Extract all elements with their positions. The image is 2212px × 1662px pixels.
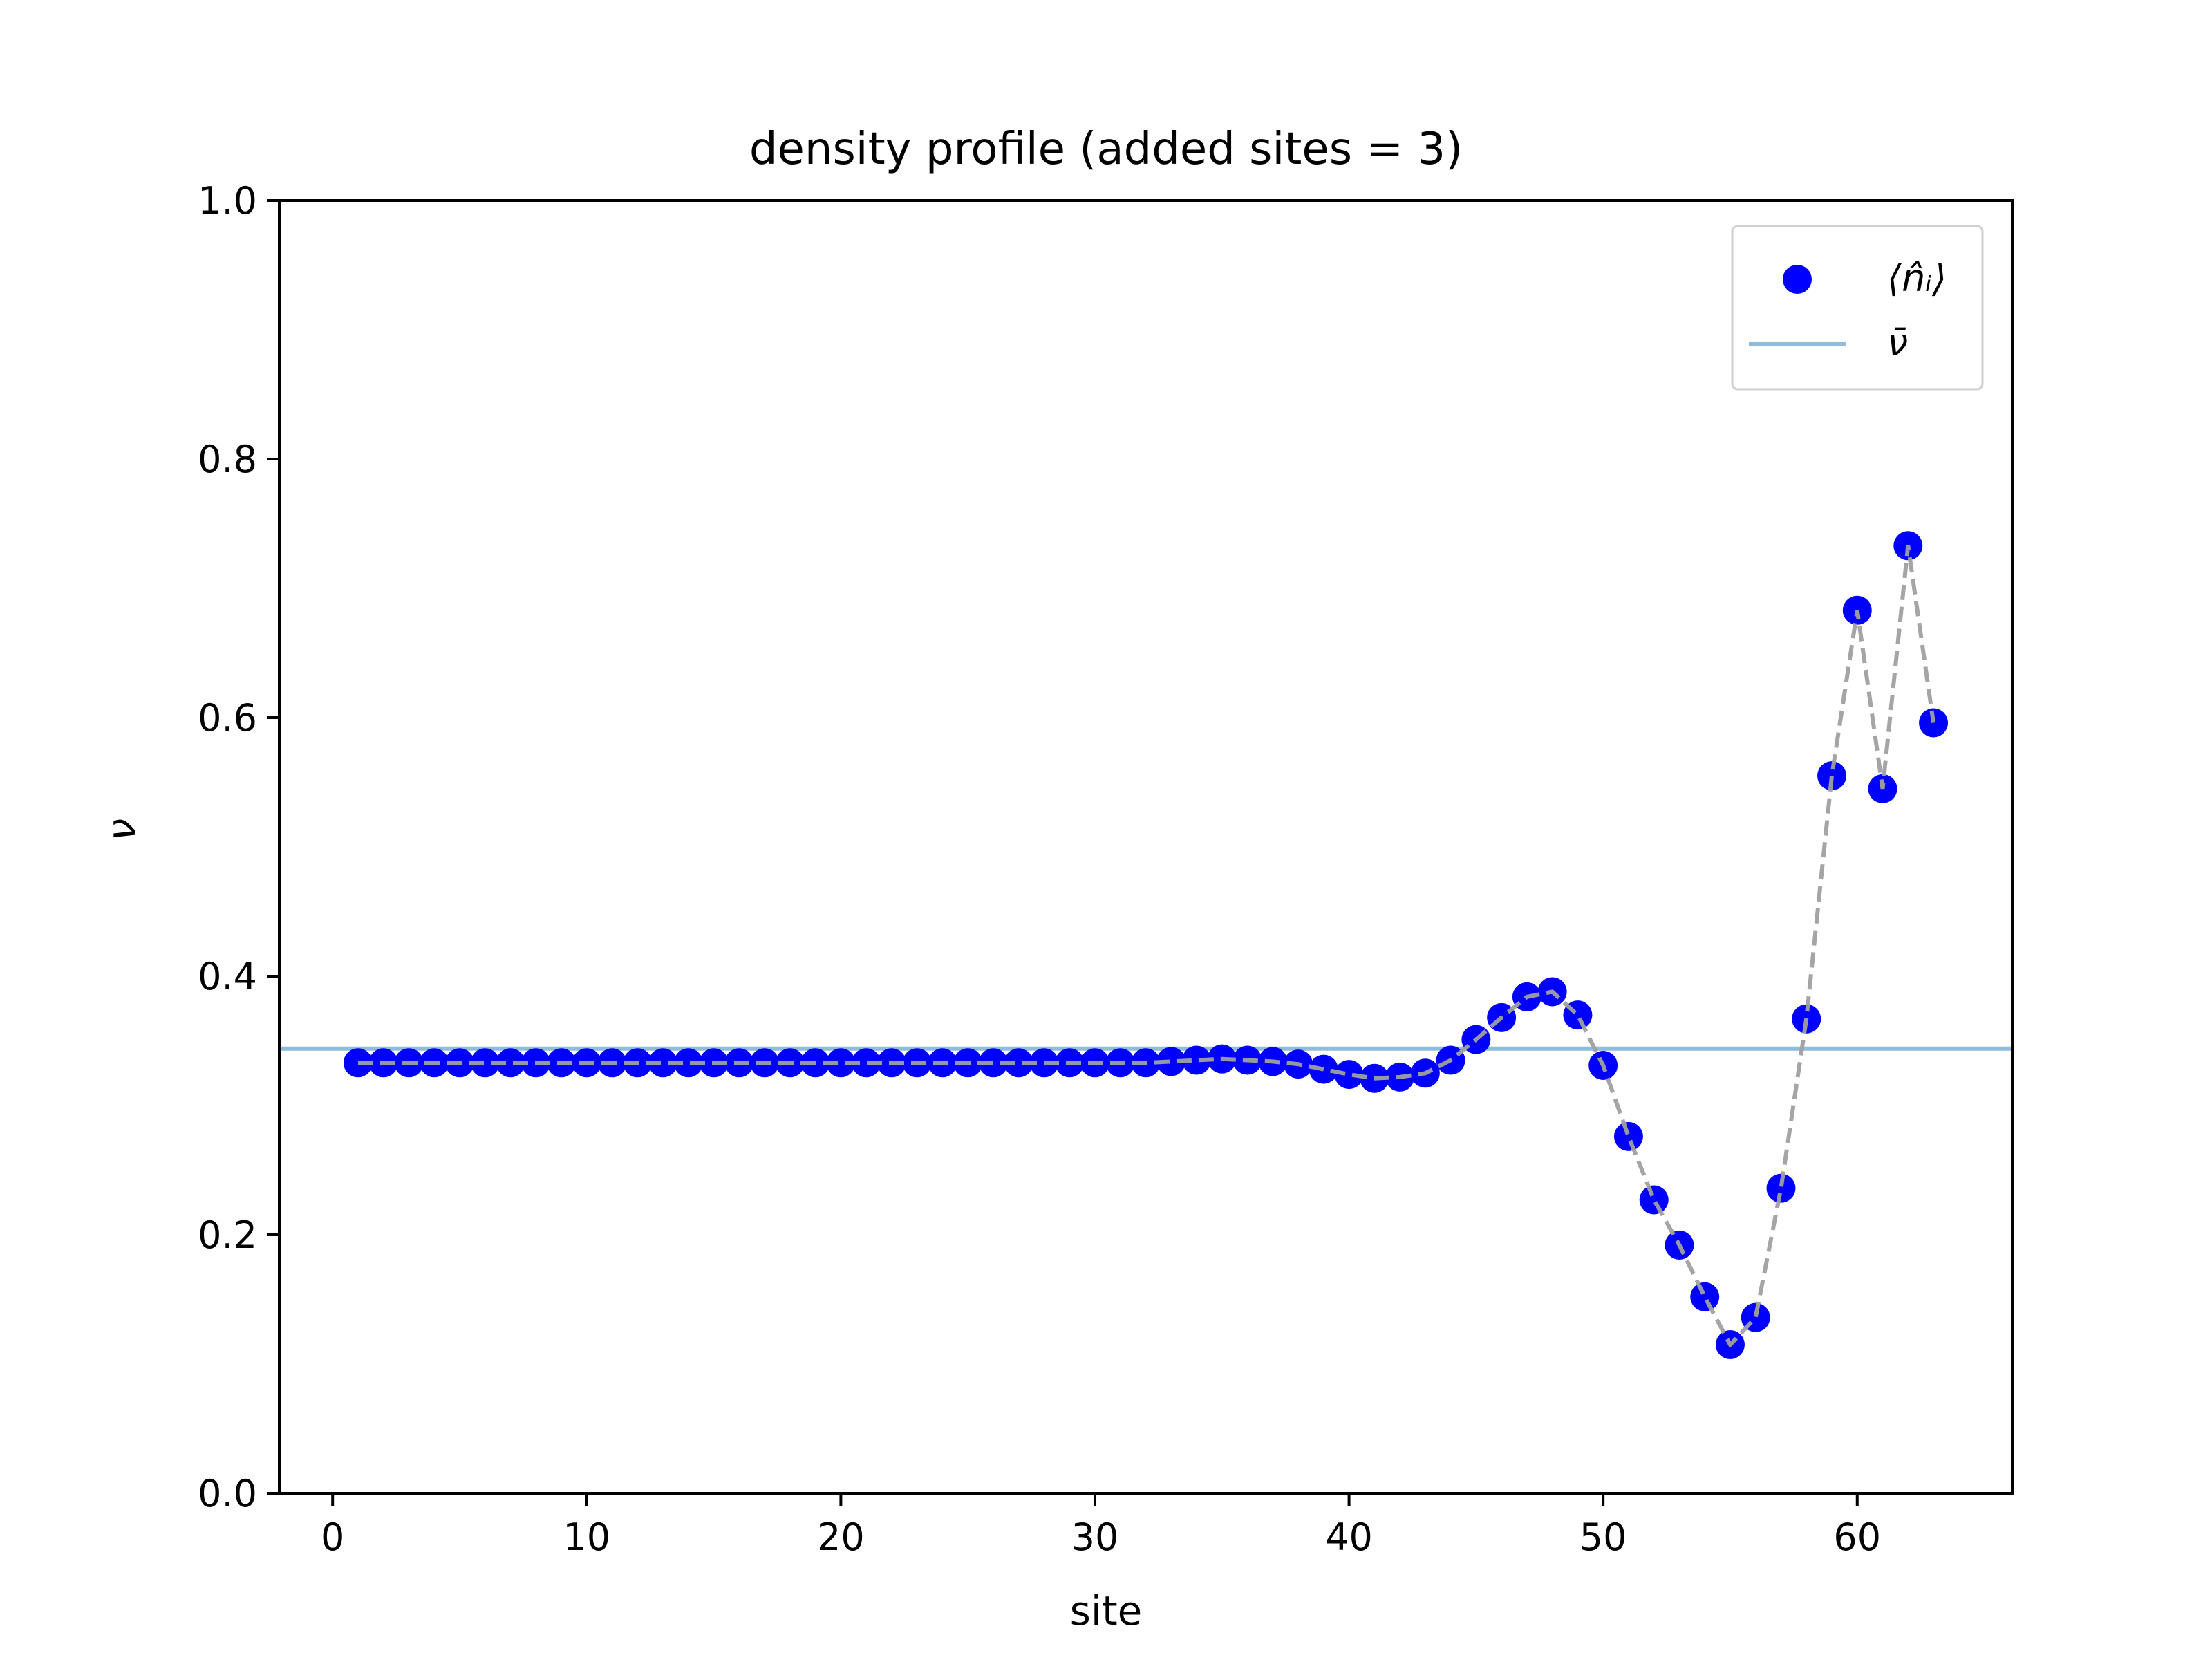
x-tick-label: 0	[321, 1515, 344, 1559]
axis-ticks: 0 10 20 30 40 50 60 0.0 0.2 0.4 0.6 0.8 1.0	[198, 179, 1881, 1559]
density-dashed-line	[358, 545, 1936, 1349]
axes-frame	[278, 199, 2014, 1495]
y-tick-label: 0.4	[198, 955, 257, 998]
density-point	[496, 1048, 525, 1078]
density-point	[673, 1048, 703, 1078]
density-point	[1334, 1060, 1364, 1090]
density-point	[1004, 1048, 1033, 1078]
legend: ⟨n̂ᵢ⟩ ν̄	[1731, 225, 1984, 391]
density-point	[1182, 1045, 1212, 1075]
y-tick-label: 0.8	[198, 438, 257, 481]
y-tick-label: 1.0	[198, 179, 257, 223]
density-point	[826, 1048, 856, 1078]
legend-label-density: ⟨n̂ᵢ⟩	[1887, 256, 1947, 300]
density-point	[852, 1048, 881, 1078]
density-point	[978, 1048, 1008, 1078]
y-tick-label: 0.6	[198, 696, 257, 740]
x-tick-label: 60	[1833, 1515, 1881, 1559]
density-point	[1156, 1047, 1186, 1076]
density-point	[343, 1048, 373, 1078]
x-tick-label: 40	[1325, 1515, 1373, 1559]
density-point	[648, 1048, 678, 1078]
density-point	[1690, 1282, 1720, 1311]
density-point	[1766, 1173, 1796, 1203]
y-axis-label: ν	[98, 819, 145, 841]
legend-label-mean: ν̄	[1887, 321, 1908, 364]
plot-area	[279, 531, 2012, 1359]
x-tick-label: 30	[1071, 1515, 1119, 1559]
y-tick-label: 0.0	[198, 1472, 257, 1515]
density-point	[1639, 1185, 1669, 1215]
density-point	[1613, 1121, 1643, 1151]
legend-box	[1731, 225, 1984, 391]
density-point	[470, 1048, 500, 1078]
chart-title: density profile (added sites = 3)	[749, 124, 1463, 175]
x-tick-label: 50	[1580, 1515, 1627, 1559]
x-tick-label: 20	[817, 1515, 865, 1559]
x-tick-label: 10	[563, 1515, 610, 1559]
density-point	[1817, 761, 1847, 791]
y-tick-label: 0.2	[198, 1213, 257, 1257]
legend-marker-density	[1783, 265, 1812, 294]
x-axis-label: site	[1070, 1587, 1143, 1634]
